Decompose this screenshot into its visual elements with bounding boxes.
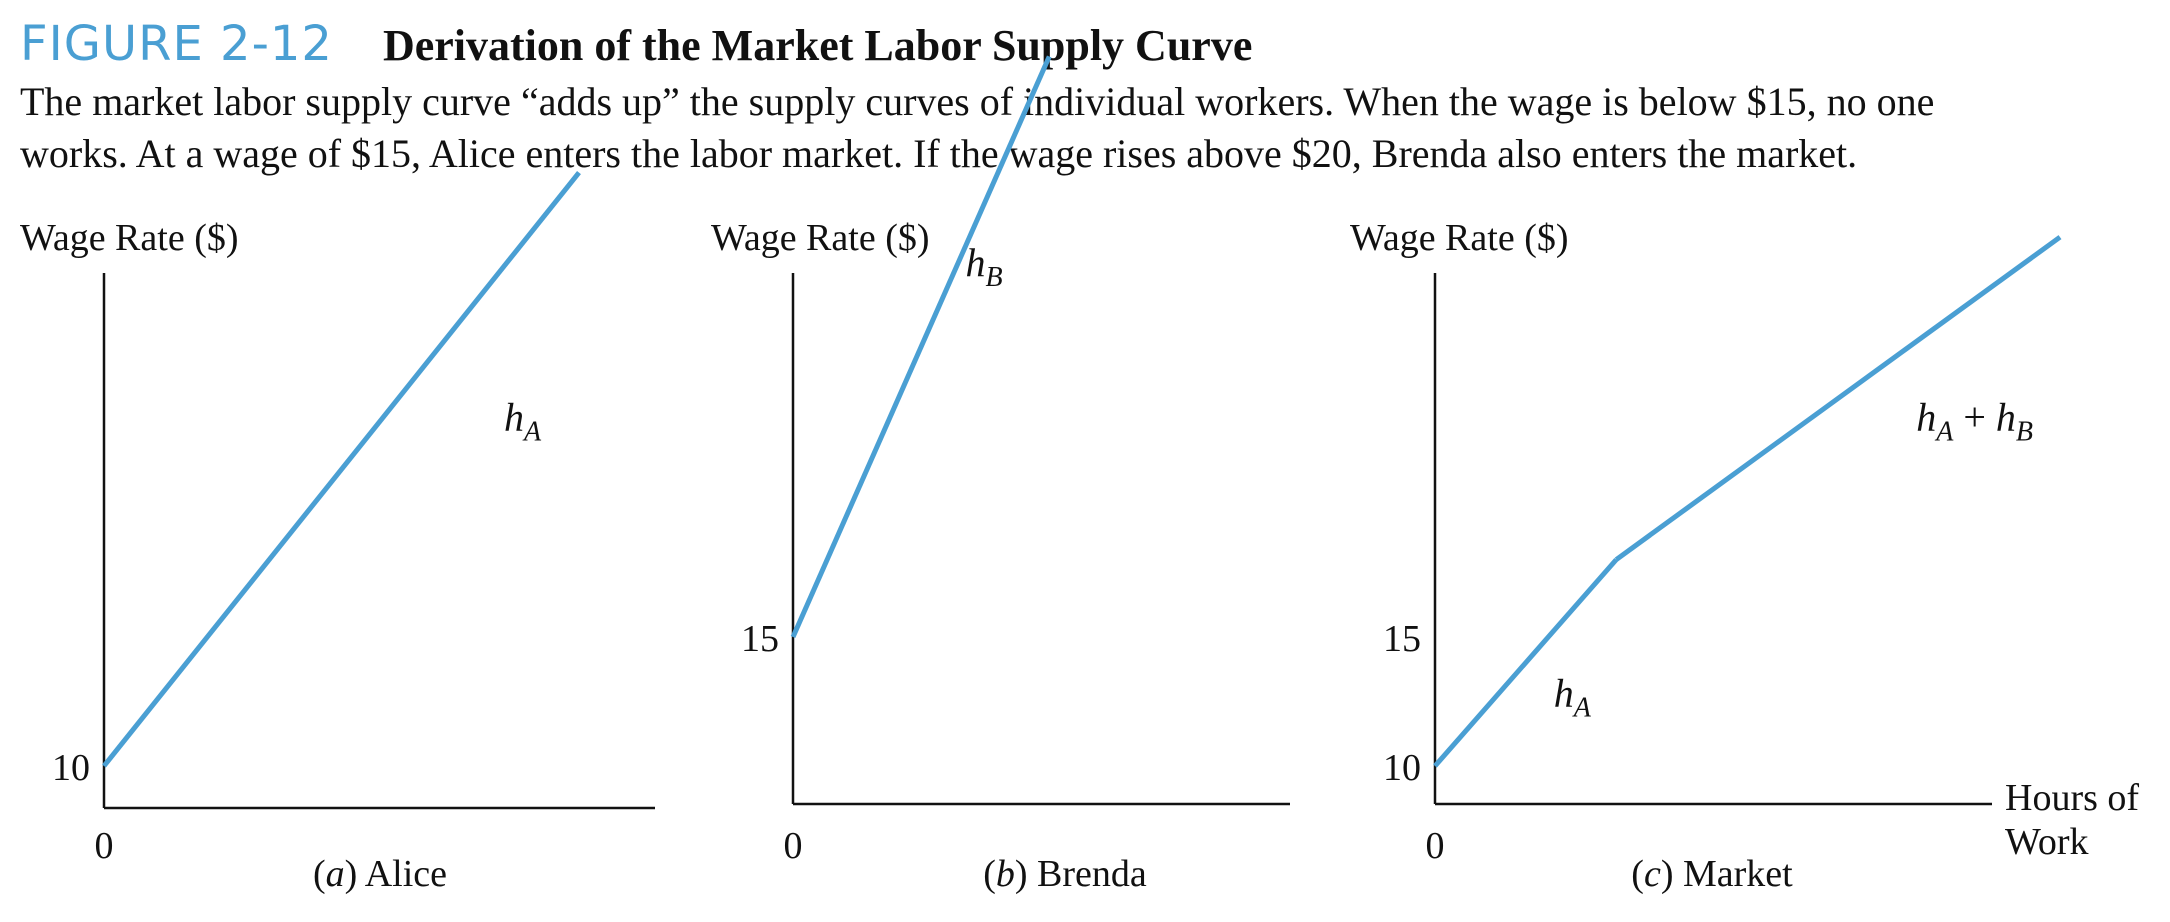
curve-label: hA (1554, 671, 1592, 724)
panel-caption: (b) Brenda (983, 853, 1147, 895)
y-axis-label: Wage Rate ($) (1350, 217, 1569, 259)
y-tick-label: 10 (52, 747, 90, 789)
caption-line-1: The market labor supply curve “adds up” … (20, 79, 1935, 124)
y-axis-label: Wage Rate ($) (20, 217, 239, 259)
origin-label: 0 (784, 825, 803, 867)
caption-line-2: works. At a wage of $15, Alice enters th… (20, 131, 1858, 176)
y-tick-label: 15 (1383, 618, 1421, 660)
x-axis-label: Hours of (2005, 777, 2139, 819)
curve-label: hA + hB (1916, 395, 2033, 448)
supply-curve-line (790, 55, 1052, 639)
curve-label: hB (966, 240, 1003, 293)
x-axis-label: Work (2005, 821, 2088, 863)
y-tick-label: 15 (741, 618, 779, 660)
origin-label: 0 (95, 825, 114, 867)
curve-label: hA (504, 395, 542, 448)
y-axis-label: Wage Rate ($) (711, 217, 930, 259)
panel-caption: (a) Alice (313, 853, 447, 895)
figure-caption: The market labor supply curve “adds up” … (20, 76, 2150, 180)
panel-caption: (c) Market (1631, 853, 1793, 895)
supply-curve-line (1614, 235, 2062, 562)
figure-header: FIGURE 2-12 Derivation of the Market Lab… (20, 16, 2150, 180)
figure-title-line: FIGURE 2-12 Derivation of the Market Lab… (20, 16, 2150, 72)
supply-curve-line (102, 171, 581, 768)
figure-title: Derivation of the Market Labor Supply Cu… (382, 21, 1253, 70)
y-tick-label: 10 (1383, 747, 1421, 789)
figure-number: FIGURE 2-12 (20, 16, 333, 72)
origin-label: 0 (1426, 825, 1445, 867)
supply-curve-line (1433, 557, 1619, 768)
